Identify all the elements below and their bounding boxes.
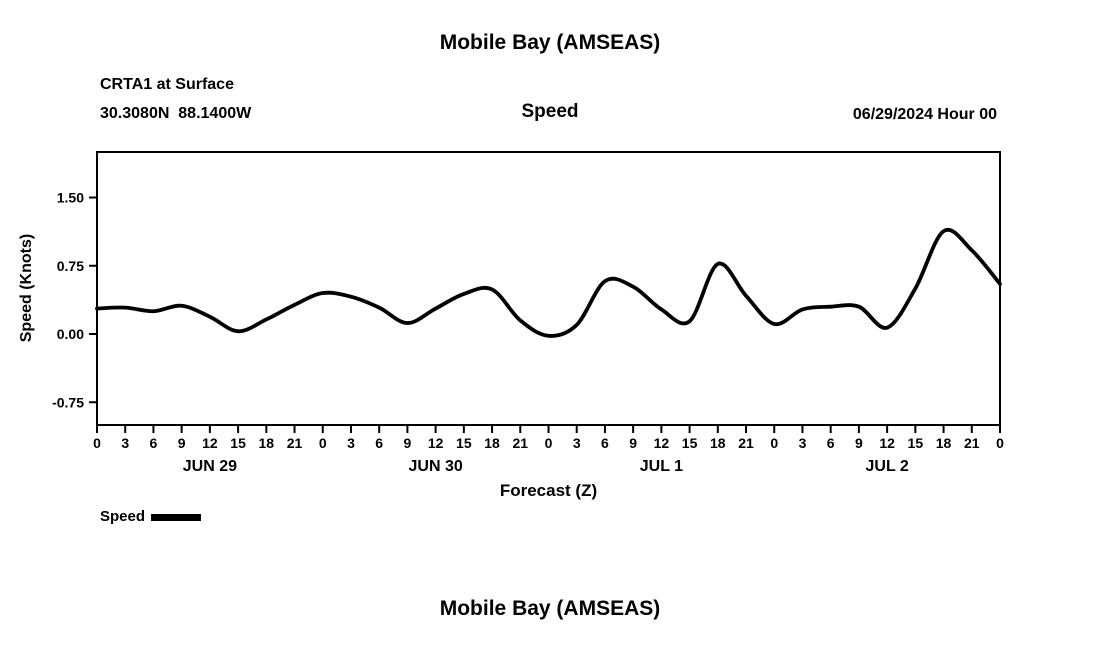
x-tick-label: 9 xyxy=(178,435,186,451)
x-tick-label: 18 xyxy=(259,435,275,451)
x-tick-label: 0 xyxy=(996,435,1004,451)
x-tick-label: 0 xyxy=(770,435,778,451)
y-tick-label: 0.00 xyxy=(57,326,84,342)
x-tick-label: 18 xyxy=(710,435,726,451)
x-tick-label: 0 xyxy=(545,435,553,451)
x-tick-label: 9 xyxy=(629,435,637,451)
next-chart-title: Mobile Bay (AMSEAS) xyxy=(439,597,661,620)
datetime-label: 06/29/2024 Hour 00 xyxy=(852,106,997,123)
x-tick-label: 6 xyxy=(375,435,383,451)
day-label: JUN 30 xyxy=(409,458,463,475)
legend-line-swatch xyxy=(151,513,202,521)
legend-label: Speed xyxy=(100,508,146,525)
speed-series-line xyxy=(95,227,1002,338)
x-tick-label: 3 xyxy=(799,435,807,451)
x-tick-label: 12 xyxy=(654,435,670,451)
x-tick-label: 18 xyxy=(936,435,952,451)
x-tick-label: 21 xyxy=(738,435,754,451)
x-tick-label: 21 xyxy=(287,435,303,451)
x-tick-label: 9 xyxy=(404,435,412,451)
y-tick-label: 1.50 xyxy=(57,190,84,206)
y-tick-label: 0.75 xyxy=(57,258,84,274)
station-name: CRTA1 at Surface xyxy=(100,76,234,93)
plot-border xyxy=(96,151,1001,426)
day-label: JUL 1 xyxy=(640,458,683,475)
x-tick-label: 15 xyxy=(456,435,472,451)
x-tick-label: 15 xyxy=(230,435,246,451)
x-tick-label: 12 xyxy=(879,435,895,451)
x-tick-label: 18 xyxy=(484,435,500,451)
chart-subtitle: Speed xyxy=(521,101,579,122)
x-tick-label: 3 xyxy=(573,435,581,451)
x-tick-label: 12 xyxy=(202,435,218,451)
legend: Speed xyxy=(100,508,202,525)
x-tick-label: 3 xyxy=(347,435,355,451)
x-tick-label: 0 xyxy=(93,435,101,451)
day-label: JUL 2 xyxy=(865,458,908,475)
x-tick-label: 12 xyxy=(428,435,444,451)
x-tick-label: 21 xyxy=(964,435,980,451)
day-label: JUN 29 xyxy=(183,458,237,475)
station-coordinates: 30.3080N 88.1400W xyxy=(100,105,252,122)
x-tick-label: 6 xyxy=(150,435,158,451)
x-tick-label: 0 xyxy=(319,435,327,451)
x-tick-label: 21 xyxy=(512,435,528,451)
y-tick-label: -0.75 xyxy=(52,394,84,410)
x-tick-label: 6 xyxy=(601,435,609,451)
x-axis-title: Forecast (Z) xyxy=(499,481,598,500)
x-tick-label: 6 xyxy=(827,435,835,451)
x-tick-label: 9 xyxy=(855,435,863,451)
x-tick-label: 15 xyxy=(682,435,698,451)
x-tick-label: 15 xyxy=(908,435,924,451)
page-title: Mobile Bay (AMSEAS) xyxy=(439,31,661,54)
x-tick-label: 3 xyxy=(121,435,129,451)
y-axis-title: Speed (Knots) xyxy=(18,233,35,343)
